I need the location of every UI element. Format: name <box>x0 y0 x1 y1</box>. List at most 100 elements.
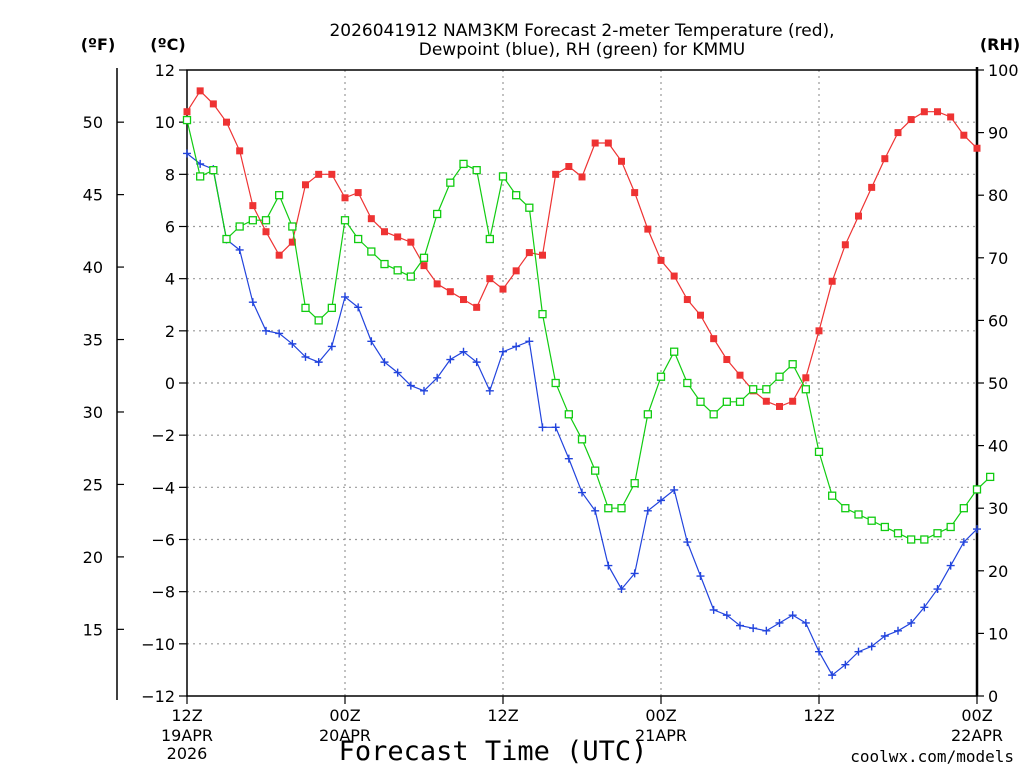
dewpoint-line <box>186 153 978 677</box>
temperature-point <box>262 228 270 236</box>
chart-title-line2: Dewpoint (blue), RH (green) for KMMU <box>419 40 746 60</box>
temperature-point <box>499 285 507 293</box>
rh-point <box>854 510 863 519</box>
temperature-point <box>881 155 889 163</box>
dewpoint-point <box>354 303 363 312</box>
temperature-point <box>657 256 665 264</box>
rh-point <box>749 385 758 394</box>
x-axis-title: Forecast Time (UTC) <box>339 736 648 767</box>
c-tick-label: −10 <box>141 635 175 654</box>
temperature-point <box>341 194 349 202</box>
dewpoint-point <box>433 373 442 382</box>
f-tick-label: 25 <box>83 475 103 494</box>
dewpoint-point <box>854 647 863 656</box>
rh-point <box>459 159 468 169</box>
c-tick-label: 12 <box>155 61 175 80</box>
rh-point <box>525 203 534 212</box>
rh-point <box>630 479 639 488</box>
dewpoint-point <box>617 585 626 594</box>
temperature-point <box>473 303 481 311</box>
rh-point <box>235 222 244 231</box>
temperature-point <box>815 327 823 335</box>
rh-point <box>972 485 982 494</box>
temperature-point <box>328 170 336 178</box>
dewpoint-point <box>736 621 744 630</box>
dewpoint-point <box>828 671 837 680</box>
dewpoint-point <box>946 561 955 570</box>
rh-point <box>762 385 771 394</box>
temperature-point <box>525 249 533 257</box>
c-tick-label: 6 <box>165 218 175 237</box>
c-tick-label: −4 <box>151 478 175 497</box>
rh-point <box>354 234 363 244</box>
temperature-point <box>894 129 902 137</box>
dewpoint-point <box>327 342 336 351</box>
temperature-point <box>407 238 415 246</box>
dewpoint-point <box>815 647 823 656</box>
dewpoint-point <box>262 326 270 335</box>
dewpoint-point <box>696 572 705 581</box>
unit-rh-label: (RH) <box>980 35 1020 54</box>
temperature-point <box>736 371 744 379</box>
temperature-point <box>762 397 770 405</box>
temperature-point <box>367 215 375 223</box>
rh-point <box>959 504 968 513</box>
rh-point <box>656 372 666 381</box>
plot-frame <box>186 69 978 697</box>
rh-point <box>380 259 389 269</box>
x-tick-date: 21APR <box>635 726 687 745</box>
dewpoint-point <box>183 149 191 158</box>
temperature-point <box>394 233 402 241</box>
rh-point <box>722 397 731 406</box>
temperature-point <box>841 241 849 249</box>
dewpoint-point <box>525 337 534 346</box>
x-tick-date: 20APR <box>319 726 371 745</box>
dewpoint-point <box>551 423 560 432</box>
f-tick-label: 35 <box>83 331 103 350</box>
rh-point <box>446 178 455 187</box>
dewpoint-point <box>867 642 876 651</box>
rh-point <box>340 216 350 225</box>
temperature-point <box>209 100 217 108</box>
rh-point <box>986 472 995 482</box>
c-tick-label: 10 <box>155 113 175 132</box>
c-tick-label: 4 <box>165 270 175 289</box>
temperature-point <box>973 144 981 152</box>
temperature-point <box>723 356 731 364</box>
rh-point <box>538 309 547 319</box>
temperature-point <box>223 118 230 126</box>
rh-point <box>735 397 745 406</box>
rh-tick-label: 50 <box>988 374 1008 393</box>
x-tick-label: 12Z <box>803 706 834 725</box>
chart-title-line1: 2026041912 NAM3KM Forecast 2-meter Tempe… <box>329 21 834 41</box>
dewpoint-point <box>248 298 257 307</box>
temperature-point <box>578 173 586 181</box>
dewpoint-point <box>604 561 613 570</box>
c-tick-label: 8 <box>165 165 175 184</box>
temperature-point <box>683 296 691 304</box>
rh-point <box>485 234 494 244</box>
dewpoint-point <box>275 329 284 338</box>
rh-tick-label: 60 <box>988 311 1008 330</box>
dewpoint-point <box>367 337 376 346</box>
rh-point <box>788 360 797 369</box>
dewpoint-point <box>288 339 297 348</box>
temperature-point <box>631 189 639 197</box>
temperature-point <box>539 251 546 259</box>
temperature-point <box>315 170 323 178</box>
f-tick-label: 30 <box>83 403 103 422</box>
temperature-point <box>789 397 797 405</box>
temperature-point <box>236 147 244 155</box>
rh-point <box>512 191 521 200</box>
dewpoint-point <box>933 585 942 594</box>
rh-tick-label: 40 <box>988 437 1008 456</box>
rh-tick-label: 100 <box>988 61 1019 80</box>
rh-point <box>828 491 837 500</box>
rh-point <box>893 529 903 538</box>
grid-lines <box>187 70 977 696</box>
temperature-point <box>604 139 612 147</box>
rh-point <box>841 504 850 513</box>
f-tick-label: 20 <box>83 548 103 567</box>
series-layer <box>182 87 995 680</box>
temperature-point <box>420 262 428 270</box>
